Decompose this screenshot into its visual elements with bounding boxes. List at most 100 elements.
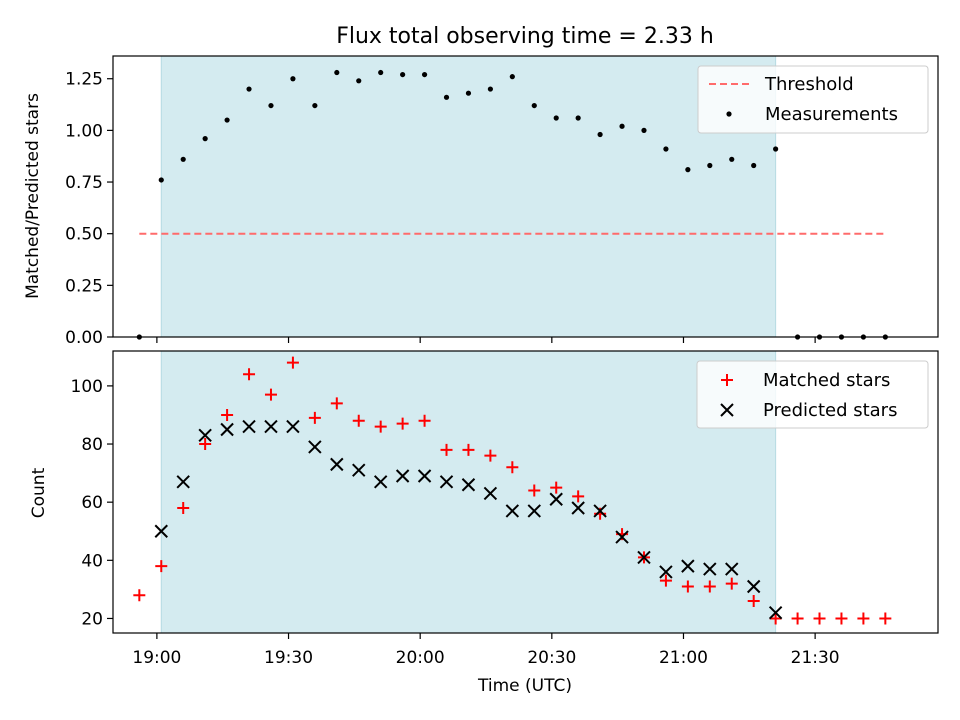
predicted-stars-point	[286, 419, 300, 434]
legend-predicted-label: Predicted stars	[763, 400, 897, 421]
predicted-stars-point	[461, 478, 476, 492]
predicted-stars-point	[549, 492, 563, 506]
predicted-stars-point	[330, 457, 344, 472]
matched-stars-point	[155, 560, 168, 573]
top-y-tick-label: 0.75	[65, 173, 103, 193]
top-y-tick-label: 1.00	[65, 121, 103, 141]
matched-stars-point	[528, 484, 541, 497]
matched-stars-point	[484, 449, 497, 462]
predicted-stars-point	[264, 419, 278, 434]
matched-stars-point	[374, 420, 387, 433]
matched-stars-point	[659, 574, 672, 587]
x-tick-label: 21:30	[791, 648, 840, 668]
matched-stars-point	[462, 443, 475, 456]
measurement-point	[465, 90, 472, 96]
predicted-stars-point	[637, 550, 651, 565]
matched-stars-point	[264, 388, 277, 401]
measurement-point	[773, 146, 779, 152]
predicted-stars-point	[176, 475, 190, 489]
matched-stars-point	[725, 577, 738, 590]
measurement-point	[268, 102, 274, 109]
measurement-point	[334, 69, 340, 76]
predicted-stars-point	[593, 504, 607, 518]
bottom-y-axis-label: Count	[29, 467, 49, 518]
measurement-point	[707, 162, 713, 169]
measurement-point	[663, 146, 669, 152]
top-y-tick-label: 1.25	[65, 70, 103, 90]
matched-stars-point	[681, 580, 694, 593]
predicted-stars-point	[154, 524, 168, 538]
matched-stars-point	[550, 481, 563, 494]
predicted-stars-point	[242, 419, 256, 434]
measurement-point	[487, 86, 493, 92]
x-tick-label: 19:30	[264, 648, 313, 668]
predicted-stars-point	[417, 469, 432, 483]
predicted-stars-point	[198, 428, 212, 443]
matched-stars-point	[747, 595, 760, 608]
measurement-point	[312, 102, 318, 109]
measurement-point	[378, 69, 384, 76]
legend-measurements-swatch	[726, 111, 732, 117]
x-axis-label: Time (UTC)	[477, 676, 572, 696]
measurement-point	[180, 156, 186, 162]
top-y-tick-label: 0.25	[65, 276, 103, 296]
bottom-legend: Matched stars Predicted stars	[696, 360, 929, 429]
bottom-y-tick-label: 20	[81, 609, 103, 629]
matched-stars-point	[396, 417, 409, 430]
matched-stars-point	[177, 501, 190, 514]
measurement-point	[421, 71, 428, 78]
predicted-stars-point	[505, 504, 520, 518]
top-shaded-observing-window	[160, 55, 777, 338]
measurement-point	[400, 71, 406, 78]
predicted-stars-point	[703, 562, 717, 576]
measurement-point	[246, 86, 252, 92]
x-tick-label: 20:30	[527, 648, 576, 668]
predicted-stars-point	[746, 579, 761, 594]
predicted-stars-point	[681, 559, 695, 573]
chart-title: Flux total observing time = 2.33 h	[336, 24, 714, 49]
matched-stars-point	[330, 397, 343, 410]
measurement-point	[685, 167, 691, 173]
predicted-stars-point	[768, 605, 783, 620]
matched-stars-point	[857, 612, 870, 625]
measurement-point	[443, 94, 450, 100]
predicted-stars-point	[615, 530, 629, 544]
legend-matched-swatch	[721, 374, 733, 386]
top-y-tick-label: 0.00	[65, 328, 103, 348]
matched-stars-point	[286, 356, 299, 369]
legend-threshold-label: Threshold	[764, 74, 854, 95]
matched-stars-point	[352, 414, 365, 427]
predicted-stars-point	[483, 486, 498, 501]
top-legend: Threshold Measurements	[697, 65, 929, 134]
predicted-stars-point	[395, 469, 410, 483]
predicted-stars-point	[308, 440, 322, 454]
matched-stars-point	[769, 612, 782, 625]
matched-stars-point	[572, 490, 585, 503]
measurement-point	[751, 162, 757, 169]
legend-matched-label: Matched stars	[763, 370, 890, 391]
top-panel: Flux total observing time = 2.33 h Match…	[23, 24, 939, 348]
x-tick-label: 19:00	[132, 648, 181, 668]
legend-measurements-label: Measurements	[765, 104, 898, 125]
predicted-stars-point	[527, 504, 541, 518]
x-tick-label: 20:00	[396, 648, 445, 668]
bottom-y-tick-label: 40	[81, 551, 103, 571]
bottom-legend-box	[696, 360, 929, 429]
matched-stars-point	[440, 443, 453, 456]
bottom-shaded-observing-window	[160, 350, 777, 634]
measurement-point	[619, 123, 625, 129]
top-plot-frame	[112, 55, 939, 338]
predicted-stars-point	[725, 562, 739, 576]
predicted-stars-point	[659, 565, 673, 579]
predicted-stars-point	[439, 475, 454, 489]
top-legend-box	[697, 65, 929, 134]
matched-stars-point	[199, 438, 212, 451]
matched-stars-point	[813, 612, 826, 625]
bottom-y-tick-label: 60	[81, 493, 103, 513]
matched-stars-point	[791, 612, 804, 625]
measurement-point	[158, 177, 164, 183]
measurement-point	[202, 136, 208, 142]
measurement-point	[509, 74, 515, 80]
matched-stars-point	[703, 580, 716, 593]
